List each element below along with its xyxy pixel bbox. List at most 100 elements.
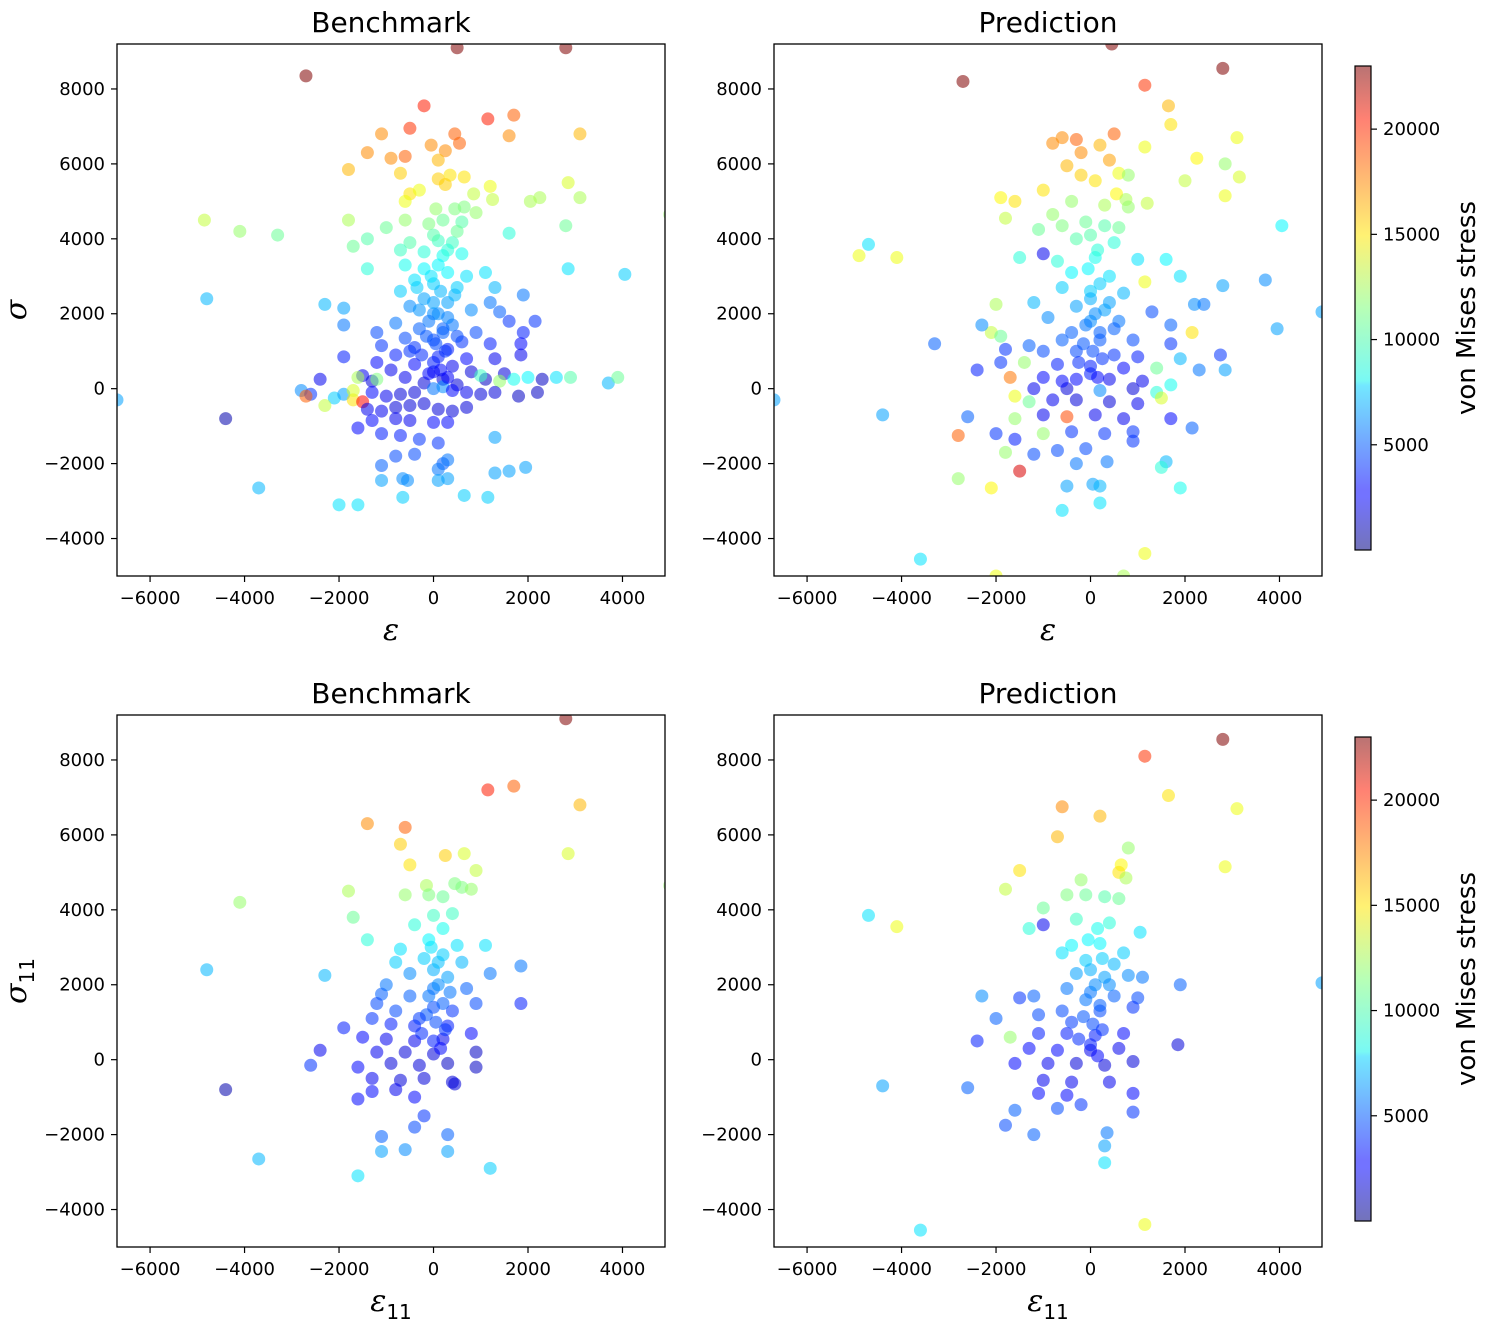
- data-point: [365, 1011, 379, 1025]
- panel-bottom-left: −6000 −4000 −2000 0 2000 4000 −4000 −2000 0 2000 4…: [0, 677, 666, 1324]
- data-point: [427, 908, 441, 922]
- data-point: [360, 817, 374, 831]
- data-point: [403, 858, 417, 872]
- data-point: [389, 348, 403, 362]
- data-point: [1258, 273, 1272, 287]
- data-point: [375, 458, 389, 472]
- data-point: [1022, 395, 1036, 409]
- data-point: [1013, 991, 1027, 1005]
- data-point: [1107, 989, 1121, 1003]
- data-point: [1093, 325, 1107, 339]
- x-axis-label: ε: [383, 613, 399, 648]
- x-tick-label: 0: [1085, 1259, 1096, 1280]
- data-point: [1126, 333, 1140, 347]
- data-point: [1216, 732, 1230, 746]
- data-point: [398, 1143, 412, 1157]
- y-tick-label: 6000: [59, 154, 105, 175]
- data-point: [445, 384, 459, 398]
- data-point: [379, 1032, 393, 1046]
- data-point: [299, 69, 313, 83]
- data-point: [429, 1015, 443, 1029]
- data-point: [233, 895, 247, 909]
- data-point: [970, 363, 984, 377]
- data-point: [412, 303, 426, 317]
- data-point: [1050, 1101, 1064, 1115]
- data-point: [1117, 412, 1131, 426]
- data-point: [457, 488, 471, 502]
- plot-frame: [773, 714, 1323, 1248]
- data-point: [1218, 157, 1232, 171]
- data-point: [450, 44, 464, 55]
- data-point: [117, 393, 124, 407]
- data-point: [351, 498, 365, 512]
- data-point: [398, 213, 412, 227]
- x-tick-label: 2000: [505, 1259, 551, 1280]
- data-point: [351, 370, 365, 384]
- data-point: [1107, 322, 1121, 336]
- data-point: [486, 192, 500, 206]
- data-point: [398, 258, 412, 272]
- data-point: [415, 348, 429, 362]
- data-point: [370, 372, 384, 386]
- data-point: [341, 213, 355, 227]
- x-tick-label: −2000: [309, 1259, 370, 1280]
- data-point: [951, 472, 965, 486]
- y-tick-label: −4000: [44, 1200, 105, 1221]
- colorbar-gradient: [1355, 66, 1371, 550]
- points: [774, 44, 1322, 576]
- data-point: [1135, 374, 1149, 388]
- data-point: [436, 996, 450, 1010]
- data-point: [989, 297, 1003, 311]
- y-tick-label: 8000: [59, 750, 105, 771]
- data-point: [318, 399, 332, 413]
- data-point: [1270, 322, 1284, 336]
- data-point: [403, 236, 417, 250]
- data-point: [478, 266, 492, 280]
- data-point: [1027, 382, 1041, 396]
- data-point: [252, 1152, 266, 1166]
- data-point: [514, 348, 528, 362]
- data-point: [483, 337, 497, 351]
- data-point: [337, 301, 351, 315]
- data-point: [441, 1128, 455, 1142]
- y-tick-label: −2000: [44, 454, 105, 475]
- data-point: [989, 427, 1003, 441]
- data-point: [431, 462, 445, 476]
- data-point: [1093, 384, 1107, 398]
- data-point: [876, 1079, 890, 1093]
- data-point: [1069, 457, 1083, 471]
- data-point: [989, 569, 1003, 576]
- data-point: [483, 296, 497, 310]
- colorbar-frame: [1354, 65, 1372, 551]
- data-point: [393, 429, 407, 443]
- data-point: [299, 389, 313, 403]
- x-tick-label: 2000: [505, 588, 551, 609]
- colorbar-top: 5000 10000 15000 20000 von Mises stress: [1354, 65, 1482, 551]
- data-point: [1126, 1000, 1140, 1014]
- data-point: [1055, 800, 1069, 814]
- data-point: [1074, 146, 1088, 160]
- data-point: [516, 325, 530, 339]
- data-point: [1069, 1056, 1083, 1070]
- data-point: [441, 415, 455, 429]
- data-point: [469, 1060, 483, 1074]
- data-point: [488, 352, 502, 366]
- x-tick-label: −4000: [871, 588, 932, 609]
- data-point: [410, 281, 424, 295]
- data-point: [1055, 219, 1069, 233]
- panel-title: Benchmark: [311, 6, 471, 39]
- data-point: [1138, 275, 1152, 289]
- data-point: [438, 344, 452, 358]
- data-point: [1102, 296, 1116, 310]
- data-point: [1164, 412, 1178, 426]
- data-point: [398, 331, 412, 345]
- data-point: [493, 305, 507, 319]
- data-point: [1093, 496, 1107, 510]
- data-point: [318, 297, 332, 311]
- x-tick-label: 4000: [600, 588, 646, 609]
- data-point: [441, 310, 455, 324]
- data-point: [457, 847, 471, 861]
- data-point: [1093, 138, 1107, 152]
- colorbar-tick-label: 5000: [1383, 435, 1429, 456]
- data-point: [398, 370, 412, 384]
